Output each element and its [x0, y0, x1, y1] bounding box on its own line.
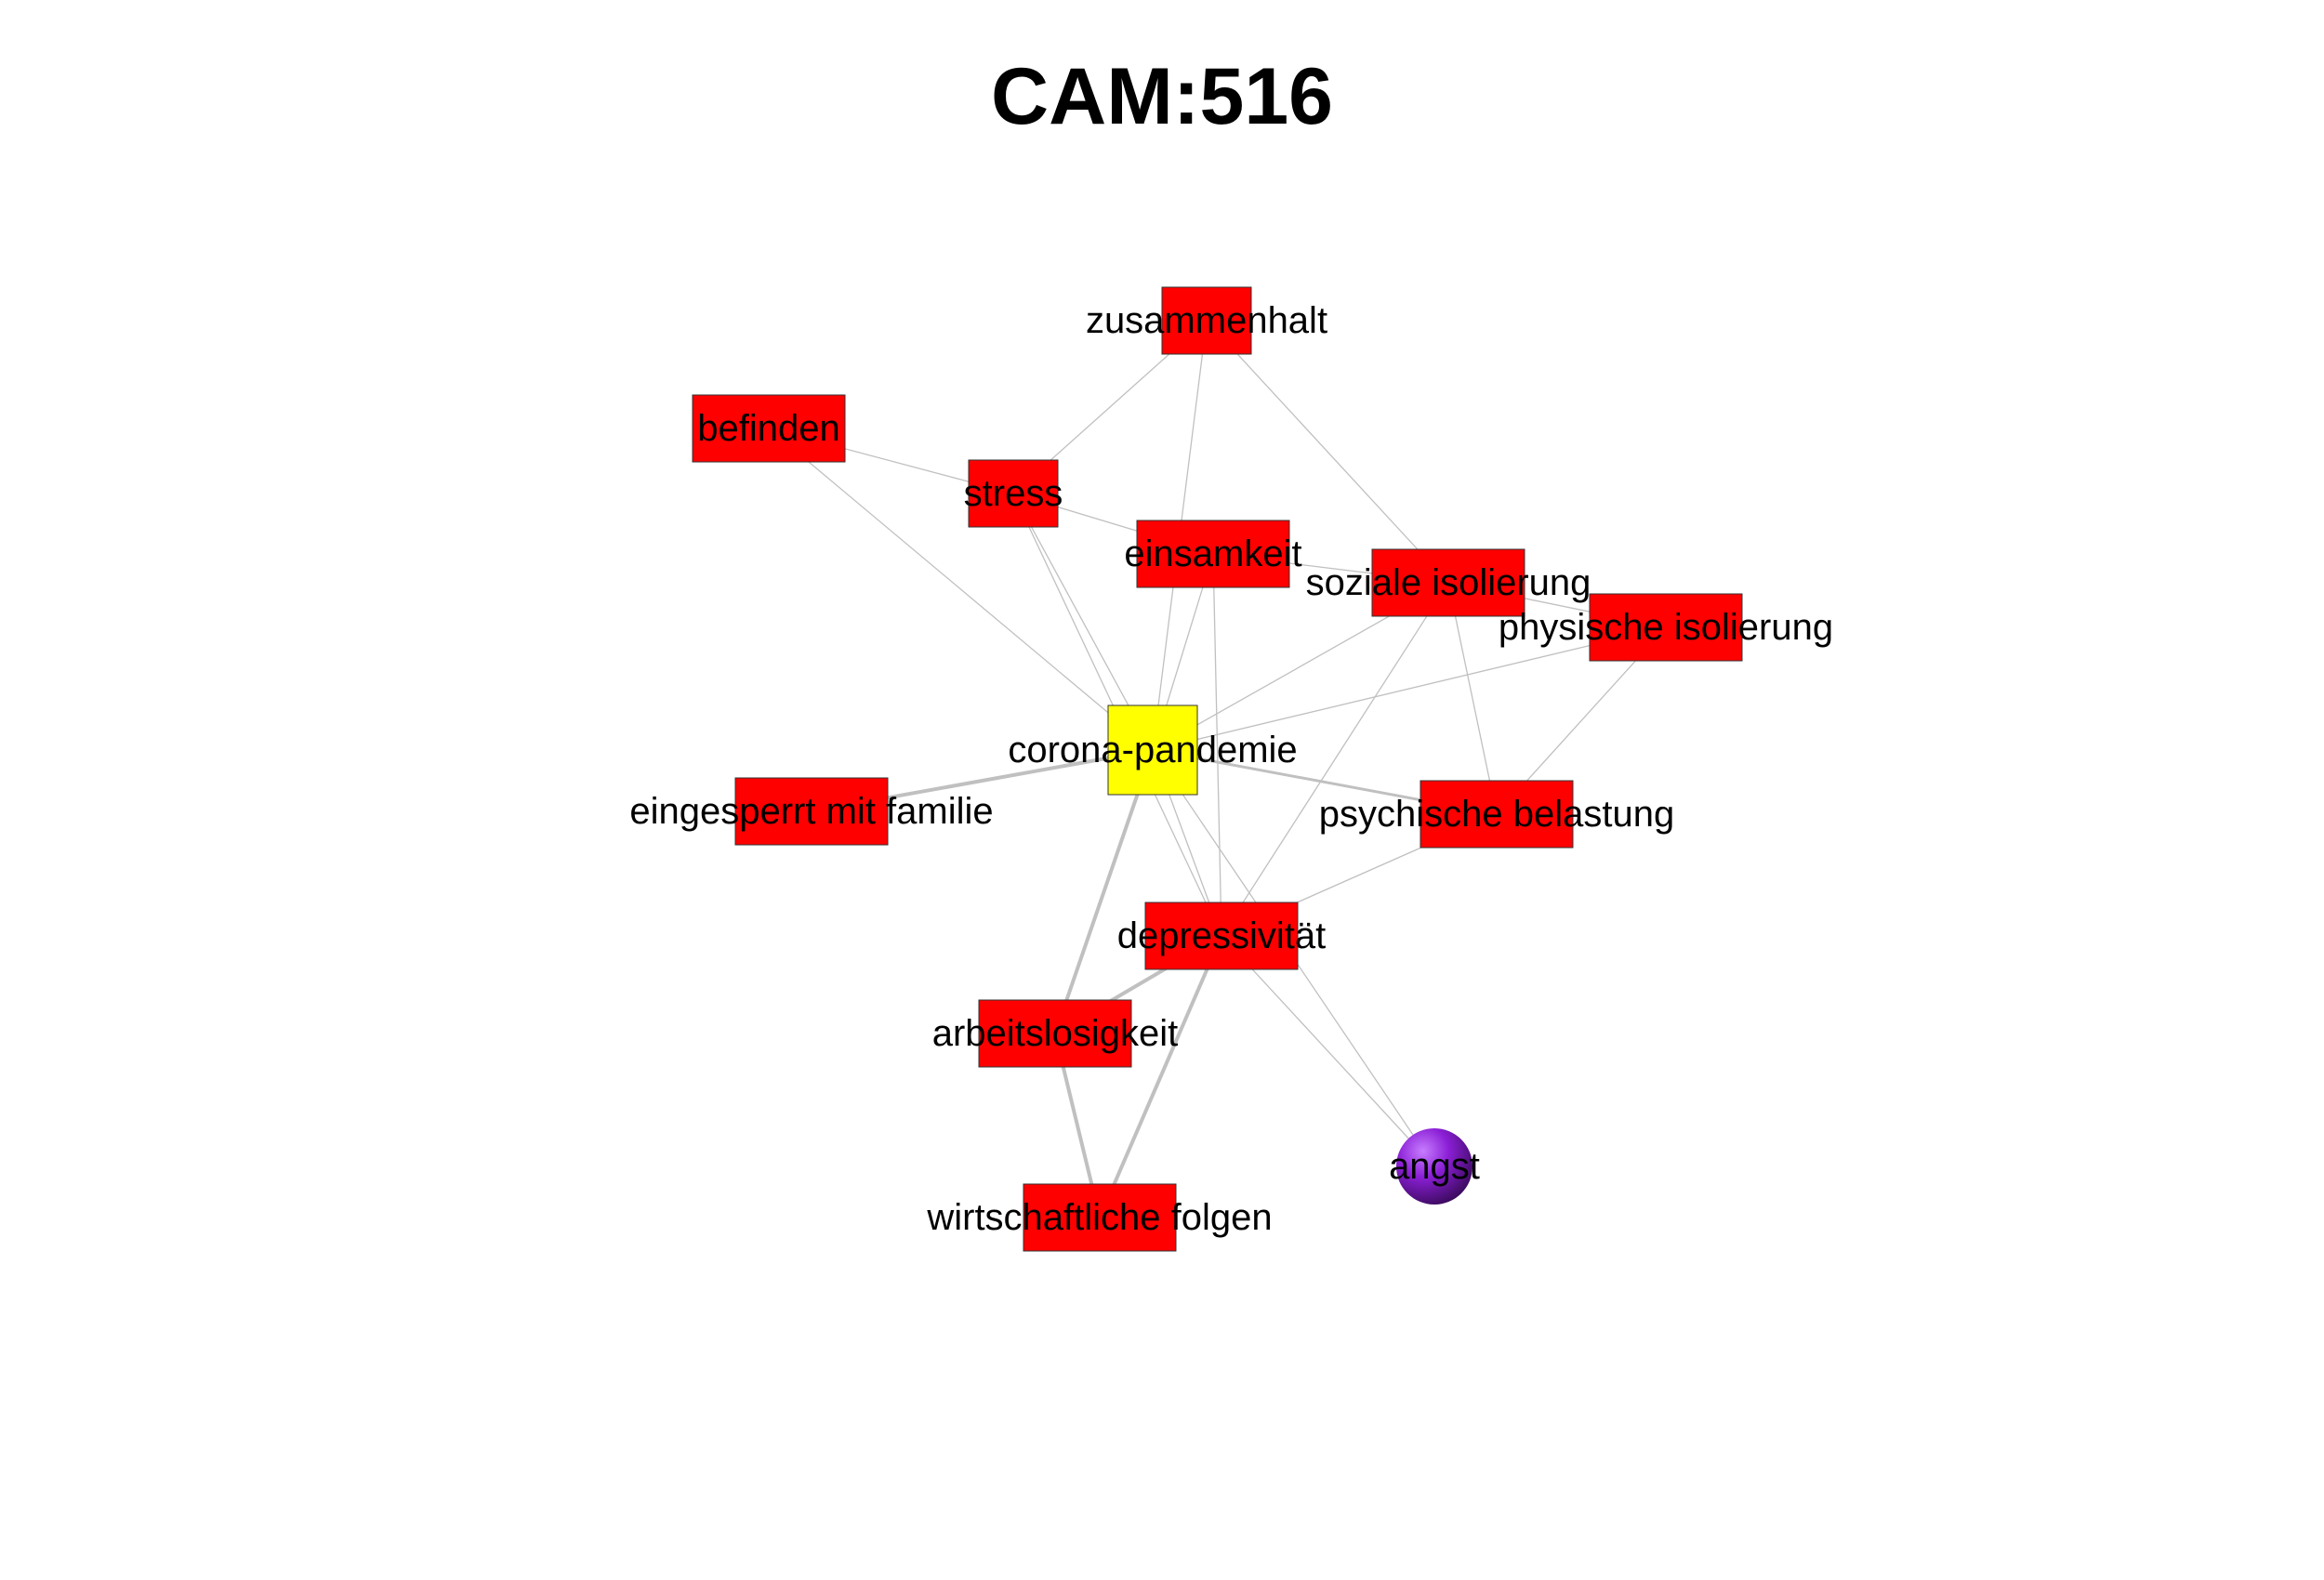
- node-label: psychische belastung: [1319, 794, 1674, 835]
- node-shape-positive: [1144, 902, 1299, 970]
- diagram-title: CAM:516: [991, 52, 1333, 141]
- node-zusammenhalt[interactable]: zusammenhalt: [1086, 286, 1327, 355]
- node-shape-positive: [1371, 548, 1525, 617]
- node-label: wirtschaftliche folgen: [926, 1197, 1272, 1238]
- node-label: corona-pandemie: [1008, 730, 1297, 770]
- node-label: angst: [1389, 1146, 1480, 1187]
- node-shape-positive: [1419, 780, 1574, 849]
- node-shape-positive: [1136, 520, 1290, 588]
- node-label: zusammenhalt: [1086, 300, 1327, 341]
- node-shape-ambivalent: [1396, 1128, 1472, 1205]
- edge-depressivitaet-wirtschaftliche-folgen: [1098, 935, 1223, 1218]
- edge-einsamkeit-depressivitaet: [1212, 553, 1222, 937]
- node-shape-neutral: [1107, 704, 1198, 796]
- nodes-layer: zusammenhalt befinden stress einsamkeitsozi…: [629, 286, 1833, 1252]
- node-einsamkeit[interactable]: einsamkeit: [1124, 520, 1302, 588]
- node-depressivitaet[interactable]: depressivität: [1117, 902, 1327, 970]
- edge-corona-pandemie-arbeitslosigkeit: [1053, 749, 1155, 1034]
- node-psychische-belastung[interactable]: psychische belastung: [1319, 780, 1674, 849]
- node-wirtschaftliche-folgen[interactable]: wirtschaftliche folgen: [926, 1183, 1273, 1252]
- node-shape-positive: [692, 394, 846, 463]
- node-shape-positive: [1023, 1183, 1177, 1252]
- node-shape-positive: [978, 999, 1132, 1068]
- node-label: physische isolierung: [1499, 607, 1833, 648]
- node-label: einsamkeit: [1124, 533, 1301, 574]
- node-label: befinden: [697, 408, 839, 449]
- node-stress[interactable]: stress: [964, 459, 1063, 528]
- node-label: arbeitslosigkeit: [932, 1013, 1179, 1054]
- node-physische-isolierung[interactable]: physische isolierung: [1499, 593, 1833, 662]
- edge-depressivitaet-angst: [1221, 935, 1435, 1167]
- node-eingesperrt-mit-familie[interactable]: eingesperrt mit familie: [629, 777, 994, 846]
- edge-soziale-isolierung-psychische-belastung: [1447, 582, 1498, 815]
- node-label: eingesperrt mit familie: [629, 791, 993, 832]
- edge-soziale-isolierung-depressivitaet: [1221, 582, 1449, 937]
- edge-zusammenhalt-soziale-isolierung: [1206, 320, 1449, 584]
- edge-befinden-corona-pandemie: [768, 428, 1154, 751]
- node-shape-positive: [1589, 593, 1743, 662]
- node-label: depressivität: [1117, 915, 1327, 956]
- node-label: stress: [964, 473, 1063, 514]
- node-corona-pandemie[interactable]: corona-pandemie: [1008, 704, 1298, 796]
- edge-physische-isolierung-corona-pandemie: [1152, 626, 1667, 751]
- node-shape-positive: [968, 459, 1059, 528]
- node-angst[interactable]: angst: [1389, 1128, 1480, 1205]
- node-arbeitslosigkeit[interactable]: arbeitslosigkeit: [932, 999, 1179, 1068]
- node-befinden[interactable]: befinden: [692, 394, 846, 463]
- node-soziale-isolierung[interactable]: soziale isolierung: [1306, 548, 1591, 617]
- node-shape-positive: [734, 777, 889, 846]
- node-label: soziale isolierung: [1306, 562, 1591, 603]
- node-shape-positive: [1161, 286, 1252, 355]
